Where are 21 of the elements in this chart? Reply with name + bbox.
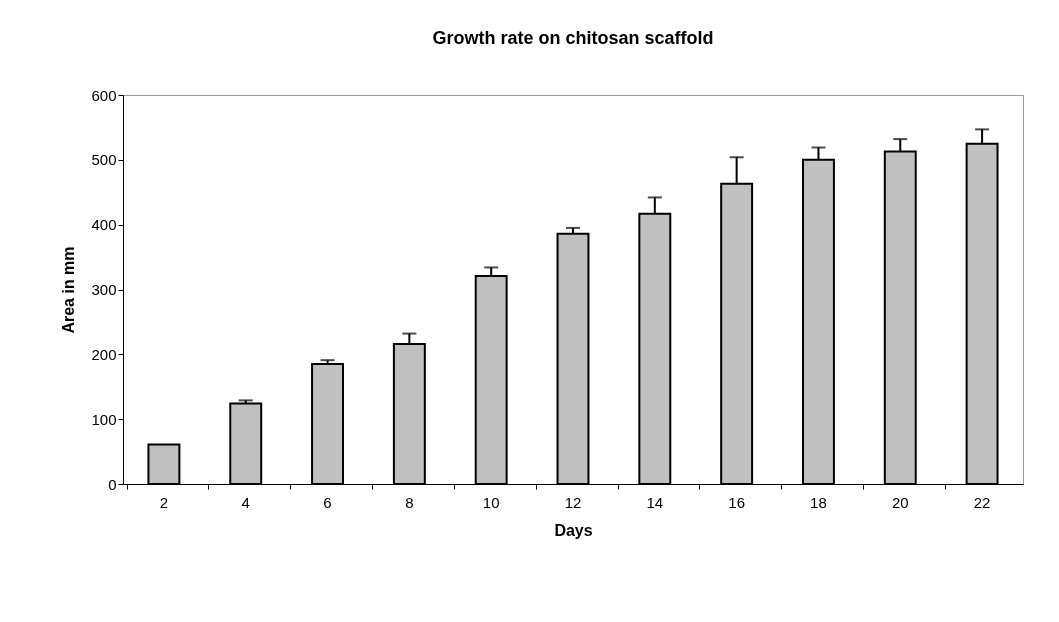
- y-tick-label: 500: [91, 151, 117, 169]
- x-tick-label: 18: [810, 493, 827, 511]
- x-tick-label: 14: [646, 493, 664, 511]
- x-tick-label: 8: [405, 493, 414, 511]
- y-tick-label: 0: [108, 475, 117, 493]
- x-tick-label: 20: [891, 493, 909, 511]
- x-tick-label: 10: [482, 493, 500, 511]
- y-tick-label: 400: [91, 216, 117, 234]
- y-tick-label: 200: [91, 345, 117, 363]
- x-axis-title: Days: [554, 521, 593, 539]
- chart-title: Growth rate on chitosan scaffold: [432, 28, 714, 48]
- y-tick-label: 100: [91, 410, 117, 428]
- y-tick-label: 300: [91, 281, 117, 298]
- x-tick-label: 16: [728, 493, 745, 511]
- y-tick-label: 600: [91, 86, 117, 104]
- x-tick-label: 2: [159, 493, 169, 511]
- x-tick-label: 4: [241, 493, 250, 511]
- x-tick-label: 22: [973, 493, 991, 511]
- x-tick-label: 6: [323, 493, 332, 511]
- y-axis-title: Area in mm: [60, 246, 78, 334]
- x-tick-label: 12: [564, 493, 582, 511]
